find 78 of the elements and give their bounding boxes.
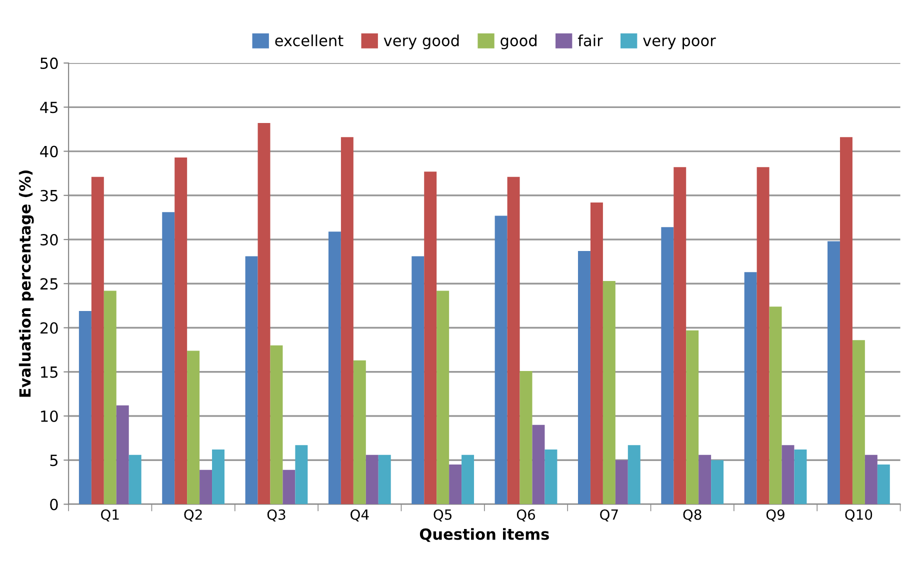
bar — [507, 176, 520, 504]
x-tick-label: Q2 — [184, 509, 202, 522]
legend-label: very poor — [643, 38, 716, 50]
bar — [661, 227, 674, 504]
x-axis-title: Question items — [420, 528, 549, 542]
x-tick-label: Q7 — [600, 509, 618, 522]
bar — [200, 470, 212, 504]
y-tick-label: 10 — [41, 410, 58, 422]
x-tick-label: Q3 — [267, 509, 286, 522]
bar — [711, 460, 724, 504]
bar — [686, 330, 699, 504]
bar — [436, 290, 450, 504]
bar — [744, 272, 757, 504]
x-tick-label: Q8 — [683, 509, 702, 522]
y-tick-label: 45 — [40, 102, 58, 114]
bar — [877, 464, 890, 504]
bar — [116, 405, 129, 504]
bar — [353, 360, 366, 504]
bar — [840, 137, 852, 504]
bar — [544, 450, 558, 504]
bar — [698, 454, 712, 504]
bar — [412, 256, 424, 504]
bar — [462, 454, 474, 504]
y-tick-label: 5 — [50, 454, 58, 466]
bar — [794, 450, 807, 504]
bar — [78, 310, 92, 504]
y-tick-label: 25 — [40, 278, 58, 290]
bar — [674, 167, 686, 504]
legend-label: excellent — [275, 34, 344, 46]
legend-label: fair — [578, 34, 603, 46]
bar — [590, 202, 603, 504]
bar — [104, 290, 116, 504]
y-tick-label: 50 — [40, 57, 58, 70]
bar — [520, 370, 532, 504]
bar — [769, 306, 782, 504]
x-tick-label: Q4 — [350, 509, 369, 522]
y-tick-label: 0 — [50, 498, 58, 510]
bar — [828, 241, 840, 504]
y-tick-label: 20 — [40, 322, 58, 334]
bar — [270, 345, 283, 504]
bar — [864, 454, 878, 504]
y-tick-label: 30 — [40, 234, 58, 246]
legend-label: very good — [384, 34, 459, 50]
bar — [340, 137, 354, 504]
bar — [756, 167, 770, 504]
bar — [378, 454, 391, 504]
y-axis-title: Evaluation percentage (%) — [18, 170, 34, 397]
bar — [174, 157, 188, 504]
bar — [615, 460, 628, 504]
bar — [282, 470, 296, 504]
bar — [852, 340, 865, 504]
legend-label: good — [500, 34, 536, 50]
bar — [602, 280, 616, 504]
bar — [162, 212, 175, 504]
bar — [328, 232, 341, 504]
bar — [245, 256, 258, 504]
bar — [782, 445, 794, 504]
bar — [295, 445, 308, 504]
bar — [424, 172, 437, 504]
bar — [494, 216, 508, 504]
y-tick-label: 35 — [40, 190, 58, 202]
bar — [366, 454, 378, 504]
bar — [258, 123, 270, 504]
bar — [187, 350, 200, 504]
bar — [578, 250, 590, 504]
x-tick-label: Q10 — [845, 509, 872, 522]
x-tick-label: Q5 — [434, 509, 452, 522]
bar — [212, 450, 224, 504]
bar — [628, 445, 640, 504]
x-tick-label: Q1 — [101, 509, 119, 522]
bar — [532, 424, 545, 504]
x-tick-label: Q6 — [516, 509, 536, 522]
bar — [91, 176, 104, 504]
y-tick-label: 15 — [41, 366, 58, 378]
y-tick-label: 40 — [40, 146, 58, 158]
bar — [128, 454, 142, 504]
x-tick-label: Q9 — [766, 509, 784, 522]
bar — [449, 464, 462, 504]
